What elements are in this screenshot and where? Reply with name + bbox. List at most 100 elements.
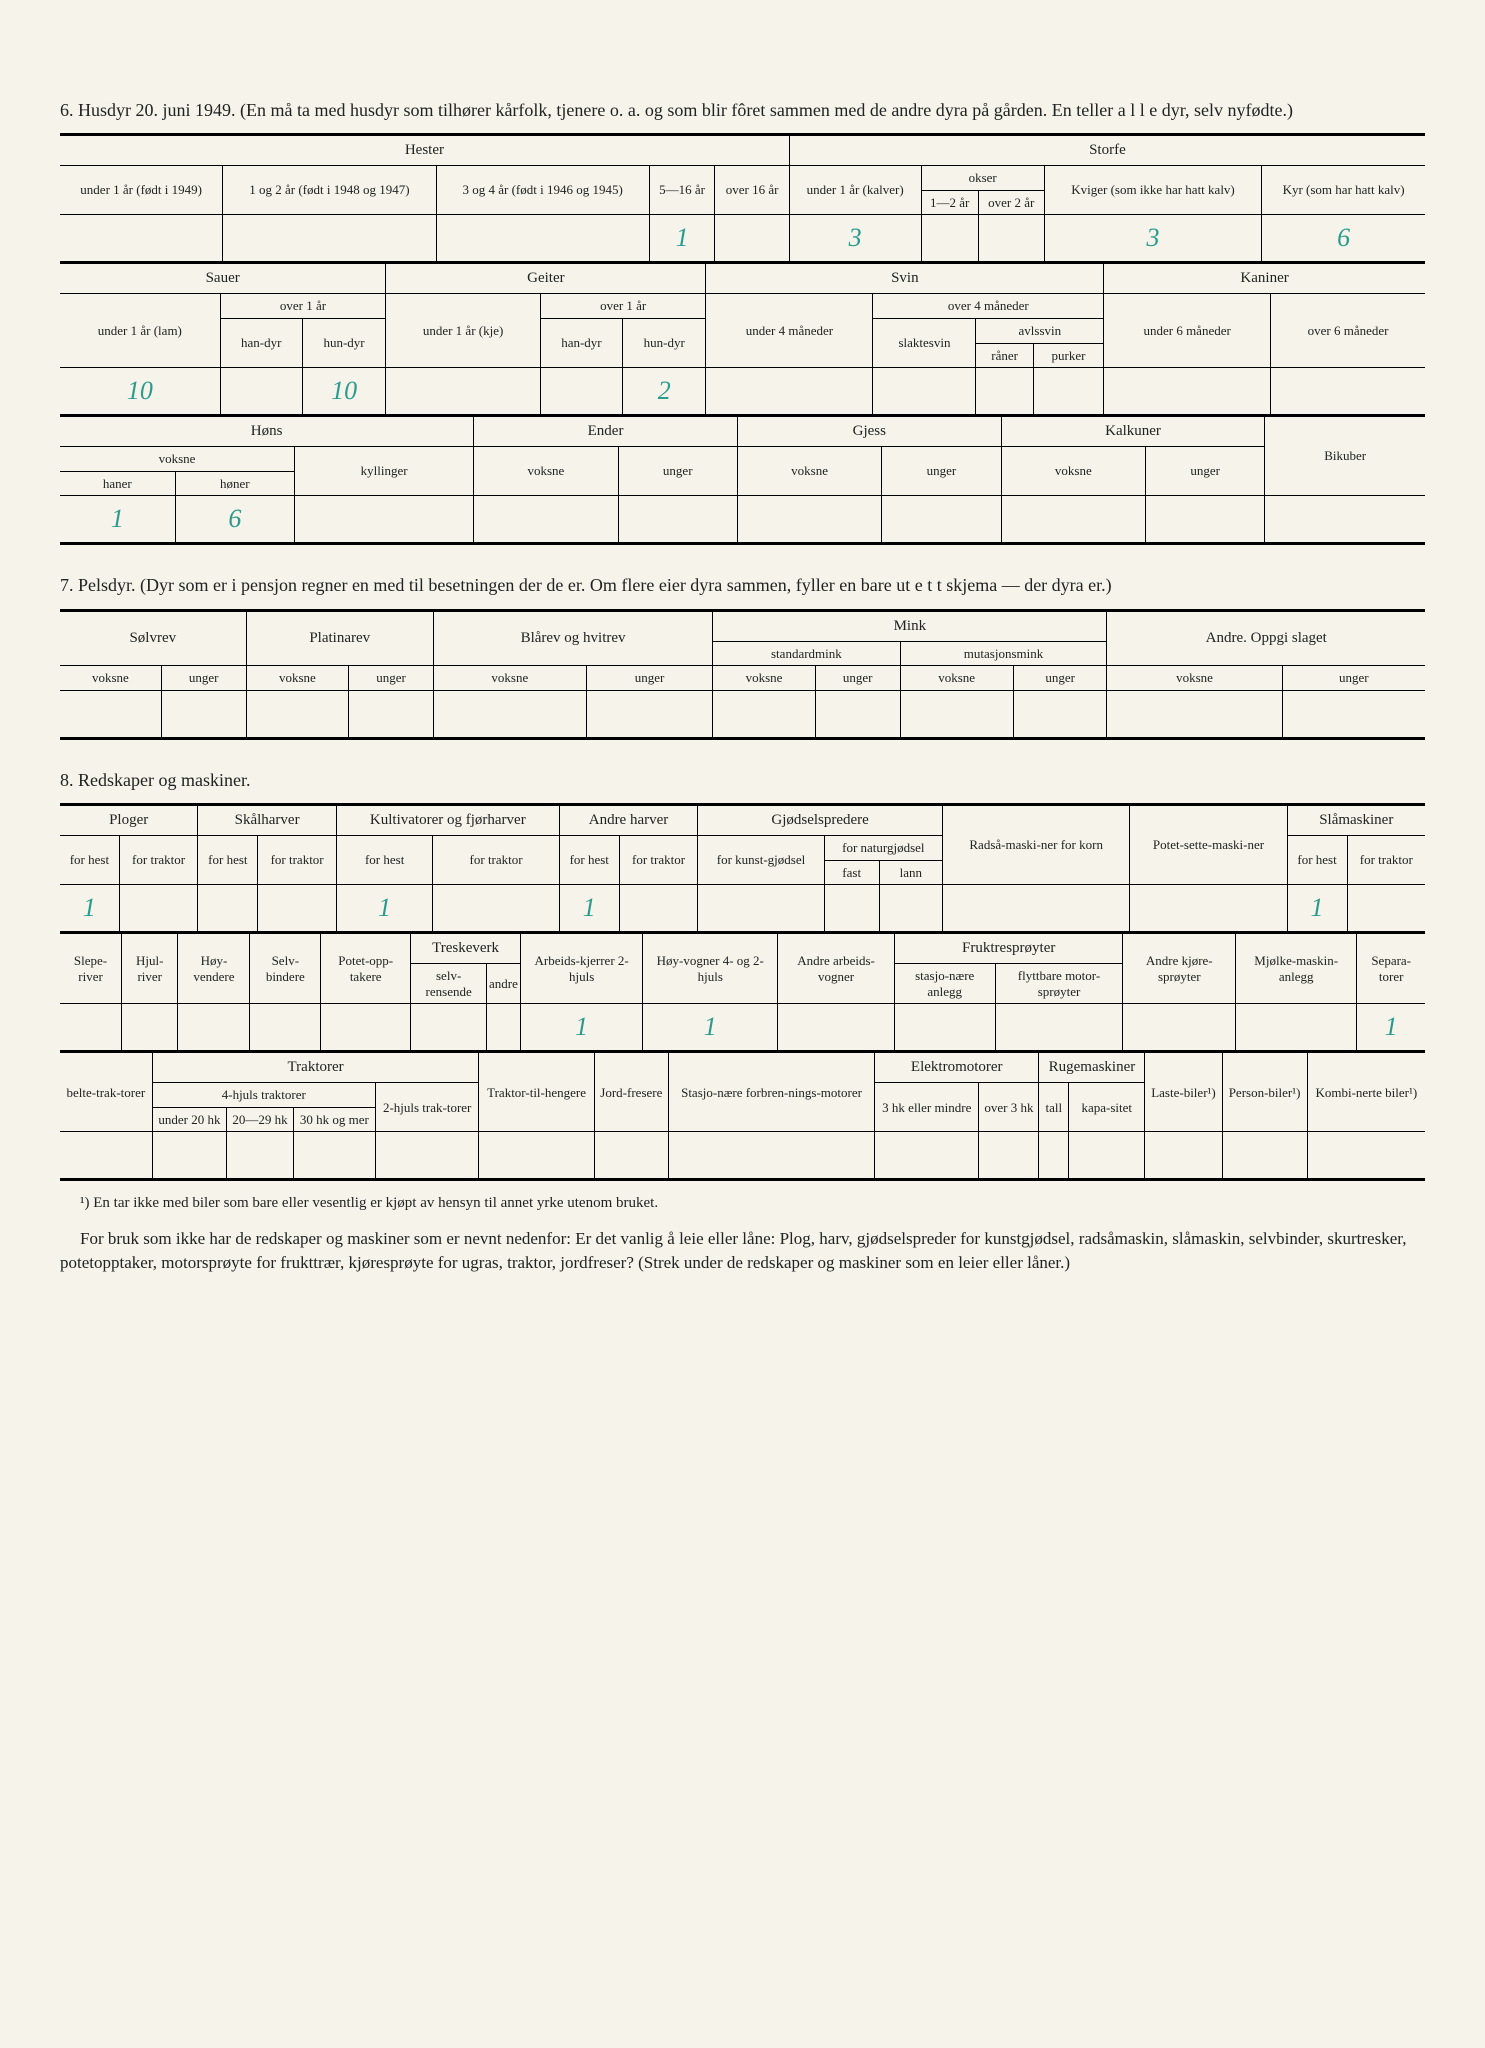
r1-v6[interactable]: 1 [559,885,619,933]
kal-t: Kalkuner [1001,417,1265,447]
r1-v10[interactable] [879,885,942,933]
p-v8[interactable] [900,690,1013,738]
p-v7[interactable] [815,690,900,738]
ho-v0[interactable]: 1 [60,496,175,544]
sv-v3[interactable] [1033,368,1103,416]
r2-v4[interactable] [321,1004,411,1052]
r2-v10[interactable] [894,1004,995,1052]
s-v1[interactable] [921,215,978,263]
kal-v1[interactable] [1146,496,1265,544]
sa-v1[interactable] [220,368,302,416]
r2-v1[interactable] [122,1004,178,1052]
ka-v1[interactable] [1271,368,1425,416]
r3-v4[interactable] [375,1132,479,1180]
r1-gj: Gjødselspredere [698,804,943,835]
r2-v2[interactable] [178,1004,250,1052]
p-v1[interactable] [161,690,246,738]
r2-v8[interactable]: 1 [643,1004,778,1052]
r2-v0[interactable] [60,1004,122,1052]
ge-v0[interactable] [386,368,541,416]
r1-v13[interactable]: 1 [1287,885,1347,933]
r1-v0[interactable]: 1 [60,885,119,933]
r3-v1[interactable] [152,1132,226,1180]
table-hons-row: Høns Ender Gjess Kalkuner Bikuber voksne… [60,417,1425,545]
sv-v1[interactable] [873,368,976,416]
h-v2[interactable] [436,215,649,263]
r1-v1[interactable] [119,885,198,933]
storfe-title: Storfe [789,135,1425,166]
r3-v10[interactable] [1039,1132,1069,1180]
r1-v12[interactable] [1130,885,1287,933]
r2-v7[interactable]: 1 [520,1004,642,1052]
r3-v0[interactable] [60,1132,152,1180]
r2-tr1: andre [487,964,521,1004]
r1-v4[interactable]: 1 [336,885,433,933]
r1-v8[interactable] [698,885,824,933]
r1-sk: Skålharver [198,804,337,835]
r3-v2[interactable] [227,1132,294,1180]
r2-v13[interactable] [1236,1004,1357,1052]
sv-u4: under 4 måneder [706,294,873,368]
r3-v5[interactable] [479,1132,594,1180]
s-v2[interactable] [978,215,1044,263]
r3-v3[interactable] [293,1132,375,1180]
gj-v0[interactable] [737,496,881,544]
ge-u1: under 1 år (kje) [386,294,541,368]
r1-ku: Kultivatorer og fjørharver [336,804,559,835]
ka-v0[interactable] [1104,368,1271,416]
r3-v7[interactable] [669,1132,875,1180]
r2-v9[interactable] [778,1004,895,1052]
h-v3[interactable]: 1 [649,215,715,263]
kal-v0[interactable] [1001,496,1145,544]
ge-v1[interactable] [540,368,622,416]
r2-v5[interactable] [411,1004,487,1052]
ge-o1: over 1 år [540,294,706,319]
r3-v13[interactable] [1222,1132,1307,1180]
s-v4[interactable]: 6 [1262,215,1425,263]
r2-v12[interactable] [1123,1004,1236,1052]
r2-v6[interactable] [487,1004,521,1052]
sa-v0[interactable]: 10 [60,368,220,416]
en-v1[interactable] [618,496,737,544]
h-v1[interactable] [223,215,436,263]
r1-v5[interactable] [433,885,559,933]
ho-v1[interactable]: 6 [175,496,294,544]
r1-v7[interactable] [619,885,698,933]
sv-v2[interactable] [976,368,1033,416]
r3-v12[interactable] [1145,1132,1222,1180]
s-v3[interactable]: 3 [1044,215,1261,263]
r3-v11[interactable] [1069,1132,1145,1180]
h-v4[interactable] [715,215,789,263]
r2-v3[interactable] [250,1004,321,1052]
r1-v11[interactable] [942,885,1129,933]
r1-v3[interactable] [258,885,337,933]
ka-c0: under 6 måneder [1104,294,1271,368]
gj-v1[interactable] [882,496,1001,544]
p-v2[interactable] [246,690,349,738]
ge-v2[interactable]: 2 [623,368,706,416]
p-v3[interactable] [349,690,434,738]
p-v5[interactable] [586,690,712,738]
h-v0[interactable] [60,215,223,263]
r1-v14[interactable] [1347,885,1425,933]
r3-v9[interactable] [979,1132,1039,1180]
r3-v6[interactable] [594,1132,668,1180]
p-v9[interactable] [1013,690,1107,738]
r2-v11[interactable] [995,1004,1123,1052]
r3-v8[interactable] [875,1132,979,1180]
bi-v[interactable] [1265,496,1425,544]
sa-v2[interactable]: 10 [302,368,385,416]
s-v0[interactable]: 3 [789,215,921,263]
r1-v9[interactable] [824,885,879,933]
p-v11[interactable] [1282,690,1425,738]
r2-v14[interactable]: 1 [1357,1004,1425,1052]
sv-v0[interactable] [706,368,873,416]
p-v0[interactable] [60,690,161,738]
p-v6[interactable] [713,690,816,738]
p-v10[interactable] [1107,690,1282,738]
p-v4[interactable] [433,690,586,738]
en-v0[interactable] [474,496,618,544]
r1-v2[interactable] [198,885,258,933]
ho-v2[interactable] [295,496,474,544]
r3-v14[interactable] [1307,1132,1425,1180]
